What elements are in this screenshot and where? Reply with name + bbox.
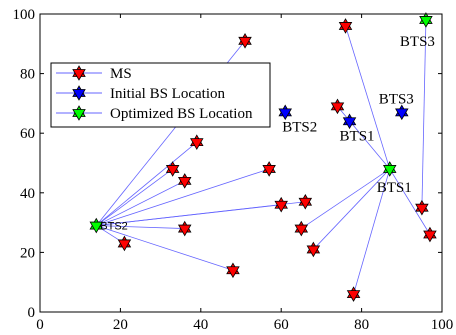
x-tick-label: 80 [354,317,369,333]
x-tick-label: 100 [431,317,454,333]
y-tick-label: 40 [20,186,35,202]
optimized-bs-label: BTS2 [100,221,128,233]
link-line [96,201,306,226]
link-line [353,168,391,295]
ms-marker [177,173,192,189]
y-tick-label: 0 [28,305,36,321]
ms-marker [415,199,429,216]
bs-labels: BTS2 BTS1 BTS3 BTS2 BTS1 BTS3 [100,34,435,233]
ms-marker [238,33,252,49]
y-tick-label: 60 [20,126,35,142]
optimized-bs-label: BTS3 [400,34,435,50]
initial-bs-marker [395,104,409,121]
link-lines [95,19,431,295]
legend-box [50,62,271,128]
ms-marker [423,226,437,243]
ms-marker [117,235,132,252]
link-line [96,168,270,226]
ms-marker [165,161,180,177]
x-tick-label: 0 [36,317,44,333]
optimized-bs-label: BTS1 [377,180,412,196]
ms-marker [190,134,204,150]
optimized-bs-marker [382,161,397,177]
ms-marker [226,262,240,279]
link-line [313,168,391,250]
ms-marker [294,220,309,237]
legend-label: Optimized BS Location [110,106,253,122]
legend: MS Initial BS Location Optimized BS Locati… [50,62,271,128]
y-tick-label: 80 [20,67,35,83]
link-line [96,168,173,226]
initial-bs-label: BTS3 [379,91,414,107]
y-tick-label: 20 [20,245,35,261]
legend-label: Initial BS Location [110,86,225,102]
legend-marker [72,65,86,81]
ms-marker [262,161,276,177]
legend-item: Initial BS Location [56,85,225,102]
axis-ticks: 0 20 40 60 80 100 0 20 40 60 80 100 [13,7,454,333]
ms-marker [306,241,321,258]
optimized-bs-marker [419,12,433,28]
legend-label: MS [110,66,132,82]
ms-marker [298,193,313,210]
x-tick-label: 20 [113,317,128,333]
plot-frame [39,13,443,313]
x-tick-label: 40 [193,317,208,333]
ms-marker [274,196,288,213]
link-line [96,225,185,229]
markers [89,12,437,302]
initial-bs-label: BTS1 [340,128,375,144]
legend-item: Optimized BS Location [56,105,253,122]
ms-marker [346,286,361,302]
link-line [96,141,198,226]
link-line [96,180,185,226]
y-tick-label: 100 [13,7,36,23]
initial-bs-marker [342,113,357,130]
ms-marker [177,220,192,237]
legend-marker [72,85,86,101]
optimized-bs-marker [89,217,104,234]
ms-marker [330,98,345,115]
link-line [96,225,234,271]
link-line [337,106,391,170]
legend-item: MS [56,65,132,82]
initial-bs-marker [278,104,292,121]
legend-marker [72,105,86,121]
initial-bs-label: BTS2 [282,119,317,135]
link-line [301,168,390,229]
link-line [421,19,427,208]
x-tick-label: 60 [274,317,289,333]
link-line [389,168,431,235]
link-line [345,25,391,170]
ms-marker [338,18,353,34]
